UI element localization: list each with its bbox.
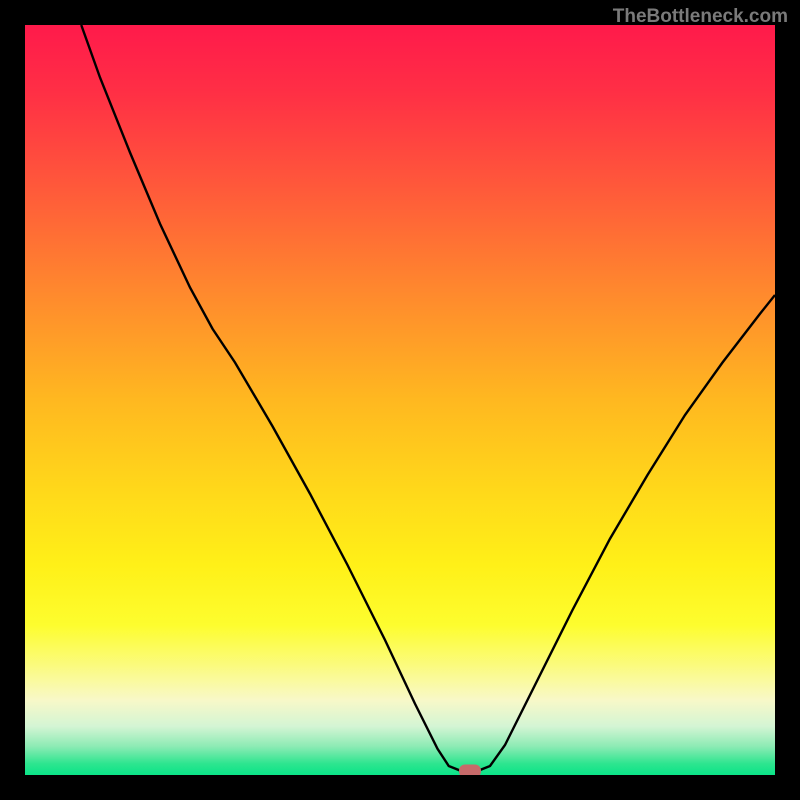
chart-area xyxy=(25,25,775,775)
curve-path xyxy=(81,25,775,771)
watermark-text: TheBottleneck.com xyxy=(613,6,788,28)
bottleneck-curve xyxy=(25,25,775,775)
optimal-marker xyxy=(459,764,481,775)
